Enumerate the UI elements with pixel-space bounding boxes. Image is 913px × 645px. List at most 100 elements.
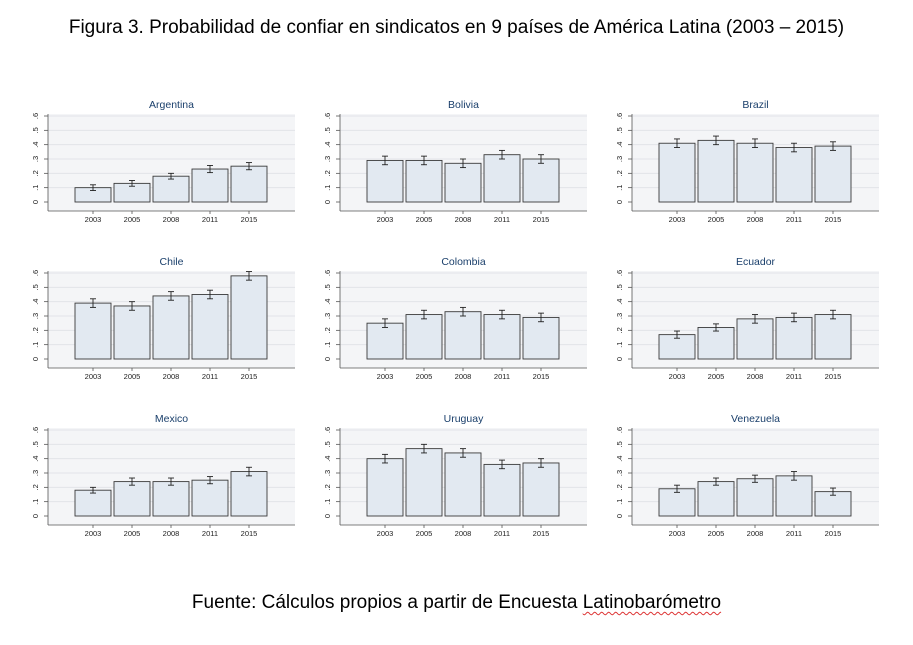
y-tick-label: .4 [323,456,332,462]
x-tick-label: 2003 [377,372,394,381]
y-tick-label: .3 [31,470,40,476]
y-tick-label: .6 [31,427,40,433]
x-tick-label: 2011 [494,372,510,381]
bar-2011 [483,463,521,517]
x-tick-label: 2015 [825,372,842,381]
panel-bolivia: Bolivia 0 .1 .2 .3 .4 .5 .6 2003 2005 2008 2011 2015 [323,99,587,224]
x-tick-label: 2008 [455,529,472,538]
y-tick-label: .5 [615,284,624,290]
x-tick-label: 2008 [163,215,180,224]
y-tick-label: .1 [323,342,332,348]
y-tick-label: .4 [615,142,624,148]
y-tick-label: .3 [31,313,40,319]
x-tick-label: 2005 [708,529,725,538]
y-tick-label: .2 [323,327,332,333]
bar-2008 [736,478,774,517]
y-tick-label: .4 [323,299,332,305]
x-tick-label: 2015 [241,529,258,538]
x-tick-label: 2008 [455,215,472,224]
y-tick-label: .6 [615,270,624,276]
bar-2015 [814,491,852,517]
bar-2005 [113,481,151,517]
y-tick-label: .6 [615,427,624,433]
x-tick-label: 2011 [786,372,802,381]
panel-uruguay: Uruguay 0 .1 .2 .3 .4 .5 .6 2003 2005 2008 2011 2015 [323,413,587,538]
x-tick-label: 2008 [747,215,764,224]
bar-2003 [74,489,112,517]
y-tick-label: 0 [31,200,40,204]
y-tick-label: 0 [323,514,332,518]
y-tick-label: .2 [615,484,624,490]
y-tick-label: .1 [615,342,624,348]
y-tick-label: .3 [615,313,624,319]
x-tick-label: 2011 [786,215,802,224]
x-tick-label: 2011 [494,215,510,224]
x-tick-label: 2011 [786,529,802,538]
y-tick-label: .2 [31,170,40,176]
y-tick-label: .5 [323,127,332,133]
bar-2011 [775,147,813,203]
x-tick-label: 2008 [163,529,180,538]
x-tick-label: 2015 [825,529,842,538]
panel-title: Chile [160,256,184,268]
panel-title: Venezuela [731,413,780,425]
x-tick-label: 2015 [825,215,842,224]
source-prefix: Fuente: Cálculos propios a partir de Enc… [191,592,583,613]
figure-title: Figura 3. Probabilidad de confiar en sin… [68,17,845,38]
x-tick-label: 2003 [669,215,686,224]
x-tick-label: 2011 [202,529,218,538]
panel-chile: Chile 0 .1 .2 .3 .4 .5 .6 2003 2005 2008 2011 2015 [31,256,295,381]
panel-brazil: Brazil 0 .1 .2 .3 .4 .5 .6 2003 2005 2008 2011 2015 [615,99,879,224]
x-tick-label: 2005 [708,215,725,224]
bar-2011 [483,314,521,360]
y-tick-label: .2 [31,327,40,333]
bar-2003 [366,159,404,203]
source-note: Fuente: Cálculos propios a partir de Enc… [0,592,913,614]
panel-title: Uruguay [444,413,484,425]
x-tick-label: 2015 [241,215,258,224]
bar-2008 [152,175,190,203]
y-tick-label: .1 [31,185,40,191]
bar-2003 [366,458,404,517]
y-tick-label: 0 [323,357,332,361]
y-tick-label: .6 [615,113,624,119]
y-tick-label: .4 [615,456,624,462]
bar-2015 [230,165,268,203]
bar-2008 [736,318,774,360]
bar-2015 [522,158,560,203]
y-tick-label: .1 [31,499,40,505]
y-tick-label: .5 [323,284,332,290]
bar-2005 [405,159,443,203]
bar-2005 [113,305,151,360]
bar-2015 [230,471,268,517]
bar-2015 [522,462,560,517]
bar-2005 [405,448,443,517]
x-tick-label: 2003 [377,215,394,224]
y-tick-label: 0 [31,514,40,518]
y-tick-label: .3 [615,156,624,162]
y-tick-label: .2 [323,170,332,176]
y-tick-label: .3 [31,156,40,162]
bar-2008 [152,481,190,517]
bar-2015 [814,314,852,360]
x-tick-label: 2005 [416,529,433,538]
bar-2005 [697,481,735,517]
x-tick-label: 2003 [85,529,102,538]
bar-2003 [658,488,696,517]
panel-title: Mexico [155,413,188,425]
x-tick-label: 2003 [669,529,686,538]
y-tick-label: .2 [615,170,624,176]
x-tick-label: 2005 [416,215,433,224]
y-tick-label: .6 [31,113,40,119]
source-underlined: Latinobarómetro [582,592,722,613]
x-tick-label: 2005 [124,215,141,224]
panel-title: Argentina [149,99,194,111]
x-tick-label: 2008 [163,372,180,381]
y-tick-label: .1 [615,185,624,191]
x-tick-label: 2005 [416,372,433,381]
y-tick-label: .5 [323,441,332,447]
bar-2003 [658,142,696,203]
y-tick-label: 0 [615,357,624,361]
bar-2011 [191,479,229,517]
